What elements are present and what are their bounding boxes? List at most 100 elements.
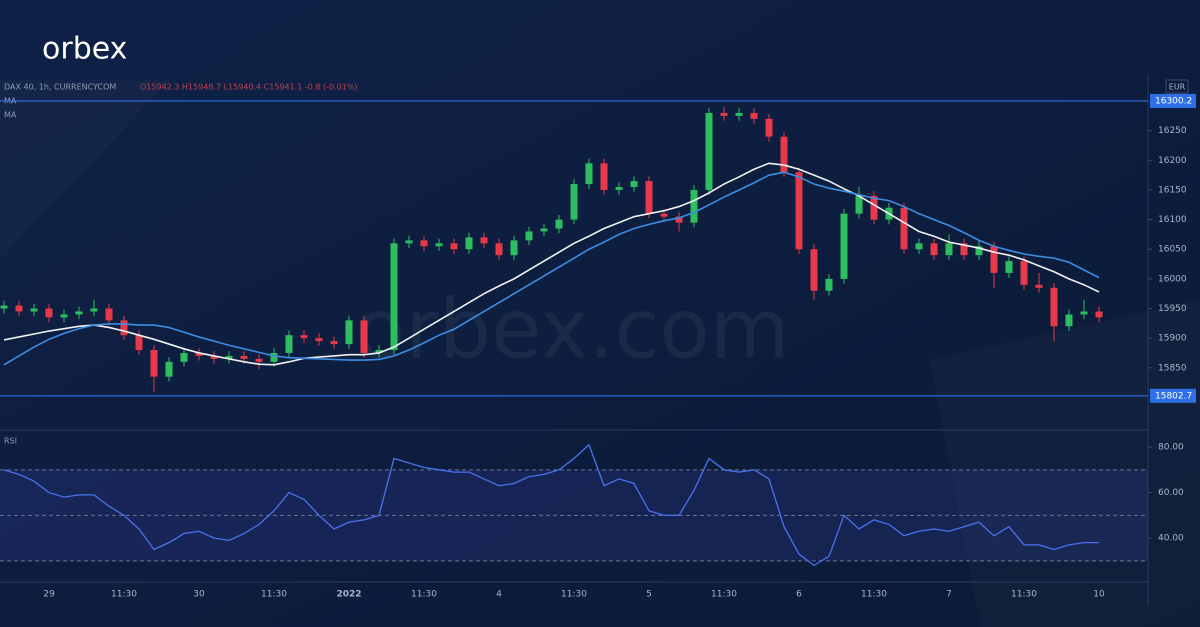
x-tick-label: 7 (946, 590, 952, 600)
candle-body (255, 358, 263, 362)
x-tick-label: 29 (43, 590, 55, 600)
candle-body (525, 231, 533, 241)
candle-body (360, 320, 368, 353)
candle-body (795, 172, 803, 250)
candle-body (0, 305, 8, 309)
ohlc-header: O15942.3 H15948.7 L15940.4 C15941.1 -0.8… (140, 83, 358, 92)
candle-body (855, 195, 863, 214)
candle-body (585, 163, 593, 185)
candle-body (1020, 261, 1028, 285)
candle-body (615, 187, 623, 190)
y-tick-label: 16200 (1158, 156, 1187, 166)
candle-body (375, 349, 383, 353)
candle-body (1050, 287, 1058, 327)
candle-body (315, 338, 323, 342)
candle-body (765, 118, 773, 137)
candle-body (75, 311, 83, 315)
candle-body (555, 219, 563, 229)
x-tick-label: 11:30 (861, 590, 887, 600)
candle-body (495, 243, 503, 256)
y-tick-label: 60.00 (1158, 488, 1184, 498)
candle-body (645, 181, 653, 214)
candle-body (330, 341, 338, 345)
x-tick-label: 2022 (336, 590, 361, 600)
candle-body (45, 308, 53, 318)
watermark: orbex.com (355, 282, 790, 377)
candle-body (15, 305, 23, 312)
candle-body (735, 112, 743, 116)
candle-body (105, 308, 113, 321)
candle-body (510, 240, 518, 256)
x-tick-label: 5 (646, 590, 652, 600)
candle-body (915, 243, 923, 250)
level-tag (1150, 388, 1196, 403)
legend-entry: MA (4, 111, 17, 120)
candle-body (975, 246, 983, 256)
candle-body (300, 335, 308, 339)
candle-body (1095, 311, 1103, 318)
candle-body (165, 361, 173, 377)
y-tick-label: 15850 (1158, 363, 1187, 373)
candle-body (225, 355, 233, 359)
candle-body (675, 216, 683, 223)
y-tick-label: 16250 (1158, 126, 1187, 136)
y-tick-label: 16000 (1158, 274, 1187, 284)
x-tick-label: 4 (496, 590, 502, 600)
candle-body (930, 243, 938, 256)
candle-body (30, 308, 38, 312)
candle-body (450, 243, 458, 250)
x-tick-label: 6 (796, 590, 802, 600)
candle-body (345, 320, 353, 345)
candle-body (990, 246, 998, 273)
x-tick-label: 11:30 (711, 590, 737, 600)
symbol: DAX 40, 1h, CURRENCYCOM (4, 83, 116, 92)
x-tick-label: 11:30 (1011, 590, 1037, 600)
candle-body (720, 112, 728, 116)
candle-body (945, 243, 953, 256)
ma-line (3, 171, 1100, 366)
candle-body (480, 237, 488, 244)
candle-body (660, 213, 668, 217)
candle-body (870, 195, 878, 220)
x-tick-label: 11:30 (111, 590, 137, 600)
candle-body (1005, 261, 1013, 273)
candle-body (420, 240, 428, 247)
currency-box (1165, 79, 1189, 94)
candle-body (1035, 284, 1043, 288)
candle-body (465, 237, 473, 250)
candle-body (405, 240, 413, 244)
candle-body (540, 228, 548, 232)
candle-body (705, 112, 713, 190)
pane-title: RSI (4, 437, 17, 446)
candle-body (840, 213, 848, 279)
candle-body (1065, 314, 1073, 327)
candle-body (180, 352, 188, 362)
y-tick-label: 40.00 (1158, 534, 1184, 544)
candle-body (285, 335, 293, 353)
candle-body (780, 136, 788, 173)
logo: orbex (42, 32, 127, 67)
candle-body (1080, 311, 1088, 315)
y-tick-label: 16100 (1158, 215, 1187, 225)
candle-body (960, 243, 968, 256)
candle-body (900, 207, 908, 250)
rsi-line (3, 443, 1099, 567)
candle-body (390, 243, 398, 350)
ma-line (3, 162, 1100, 366)
candle-body (435, 243, 443, 247)
candle-body (120, 320, 128, 336)
candle-body (690, 189, 698, 223)
candle-body (810, 249, 818, 291)
candle-body (825, 278, 833, 291)
candle-body (630, 181, 638, 188)
y-tick-label: 80.00 (1158, 443, 1184, 453)
level-tag (1150, 93, 1196, 108)
candle-body (270, 352, 278, 362)
candle-body (750, 112, 758, 119)
candle-body (150, 349, 158, 377)
candle-body (195, 352, 203, 356)
x-tick-label: 10 (1093, 590, 1105, 600)
candle-body (600, 163, 608, 190)
